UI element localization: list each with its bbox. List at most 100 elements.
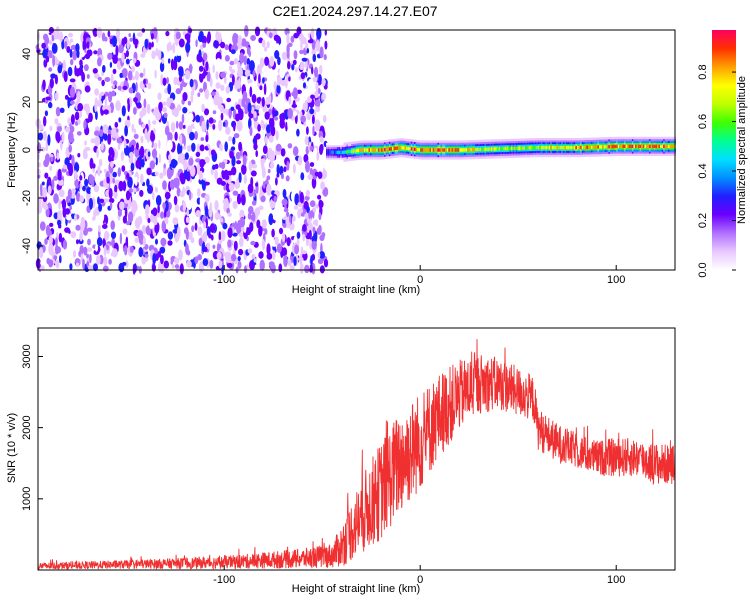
noise-cell — [256, 64, 262, 77]
noise-cell — [39, 183, 43, 194]
noise-cell — [157, 49, 162, 60]
noise-cell — [254, 26, 261, 37]
noise-cell — [94, 101, 98, 113]
noise-cell — [150, 33, 154, 40]
noise-cell — [143, 87, 149, 93]
signal-cell — [392, 147, 394, 151]
noise-cell — [260, 196, 265, 202]
noise-cell — [241, 97, 246, 108]
noise-cell — [230, 49, 236, 54]
noise-cell — [304, 213, 309, 219]
noise-cell — [59, 255, 62, 264]
noise-cell — [57, 64, 63, 74]
noise-cell — [122, 68, 128, 78]
noise-cell — [268, 94, 272, 104]
noise-cell — [146, 167, 152, 176]
noise-cell — [253, 143, 258, 151]
signal-cell — [401, 146, 404, 150]
noise-cell — [176, 104, 182, 112]
noise-cell — [244, 25, 249, 37]
signal-cell — [509, 146, 512, 151]
noise-cell — [164, 125, 170, 136]
noise-cell — [166, 167, 173, 180]
noise-cell — [237, 35, 243, 46]
noise-cell — [121, 105, 126, 117]
noise-cell — [57, 210, 62, 221]
noise-cell — [64, 208, 71, 215]
noise-cell — [146, 103, 151, 114]
noise-cell — [195, 209, 201, 218]
signal-cell — [566, 145, 568, 150]
noise-cell — [312, 125, 315, 136]
noise-cell — [117, 167, 122, 177]
signal-cell — [572, 145, 575, 150]
noise-cell — [241, 164, 247, 175]
noise-cell — [153, 214, 158, 226]
noise-cell — [110, 73, 114, 85]
noise-cell — [45, 96, 51, 101]
noise-cell — [132, 187, 137, 193]
noise-cell — [63, 71, 68, 83]
noise-cell — [226, 251, 232, 263]
noise-cell — [61, 112, 66, 119]
noise-cell — [300, 79, 304, 90]
noise-cell — [218, 119, 223, 132]
noise-cell — [156, 211, 161, 218]
noise-cell — [309, 239, 313, 250]
noise-cell — [112, 68, 117, 75]
signal-cell — [434, 148, 437, 152]
noise-cell — [137, 216, 143, 225]
signal-cell — [437, 148, 440, 152]
noise-cell — [109, 201, 113, 210]
noise-cell — [238, 108, 244, 121]
noise-cell — [249, 86, 253, 98]
noise-cell — [168, 41, 172, 51]
noise-cell — [184, 70, 191, 80]
noise-cell — [126, 172, 130, 180]
noise-cell — [51, 43, 58, 54]
noise-cell — [224, 55, 230, 62]
noise-cell — [117, 209, 122, 217]
signal-cell — [468, 148, 471, 152]
noise-cell — [104, 91, 110, 97]
signal-cell — [341, 150, 344, 155]
noise-cell — [263, 83, 267, 96]
noise-cell — [228, 65, 233, 72]
noise-cell — [76, 239, 79, 245]
signal-cell — [340, 150, 342, 155]
noise-cell — [103, 230, 110, 241]
signal-cell — [354, 149, 357, 153]
noise-cell — [79, 182, 83, 190]
noise-cell — [315, 81, 319, 92]
noise-cell — [64, 227, 71, 233]
noise-cell — [292, 146, 299, 157]
noise-cell — [301, 250, 307, 255]
noise-cell — [274, 50, 280, 59]
signal-cell — [470, 148, 473, 152]
noise-cell — [319, 234, 325, 241]
noise-cell — [111, 90, 116, 97]
noise-cell — [83, 119, 87, 130]
noise-cell — [167, 83, 172, 95]
noise-cell — [278, 227, 284, 235]
signal-cell — [536, 146, 538, 150]
noise-cell — [69, 263, 73, 271]
noise-cell — [187, 139, 191, 147]
noise-cell — [300, 40, 303, 51]
signal-cell — [635, 144, 637, 149]
noise-cell — [287, 118, 291, 130]
noise-cell — [280, 80, 287, 87]
signal-cell — [575, 145, 578, 150]
noise-cell — [89, 157, 94, 169]
noise-cell — [195, 151, 201, 157]
noise-cell — [127, 211, 134, 223]
noise-cell — [175, 233, 179, 243]
noise-cell — [96, 148, 99, 159]
signal-cell — [486, 147, 488, 151]
noise-cell — [299, 64, 305, 70]
noise-cell — [77, 153, 81, 158]
signal-cell — [448, 148, 451, 152]
signal-cell — [636, 144, 639, 149]
noise-cell — [56, 152, 60, 161]
colorbar: 0.0 0.2 0.4 0.6 0.8 Normalized spectral ampl… — [697, 30, 748, 278]
